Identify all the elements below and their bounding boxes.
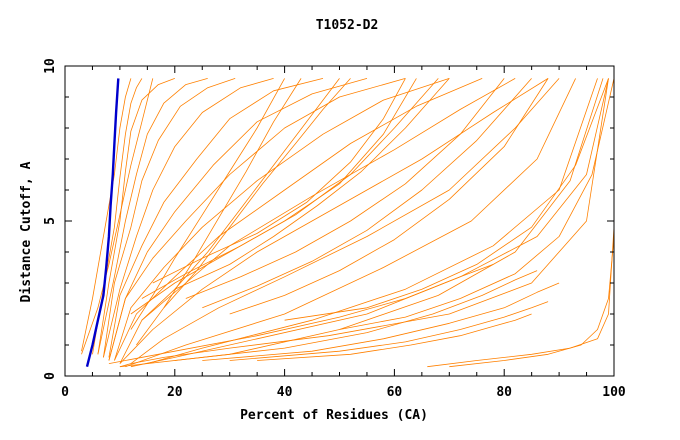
y-tick-label: 5 — [43, 217, 58, 225]
model-curve — [119, 78, 604, 368]
x-tick-label: 20 — [167, 385, 183, 400]
model-curve — [108, 78, 324, 358]
model-curve — [130, 78, 285, 330]
model-curve — [97, 78, 175, 355]
model-curve — [108, 78, 406, 361]
model-curve — [119, 78, 549, 364]
model-curve — [174, 270, 538, 361]
model-curve — [147, 78, 598, 364]
model-curve — [103, 78, 236, 358]
model-curve — [108, 264, 494, 364]
model-curve — [284, 78, 609, 321]
model-curve — [119, 78, 516, 364]
x-tick-label: 40 — [277, 385, 293, 400]
model-curve — [339, 78, 615, 330]
model-curve — [141, 78, 340, 321]
chart-title: T1052-D2 — [316, 18, 379, 33]
x-tick-label: 0 — [61, 385, 69, 400]
y-tick-label: 0 — [43, 372, 58, 380]
model-curve — [449, 236, 615, 368]
x-tick-label: 80 — [496, 385, 512, 400]
x-tick-label: 60 — [387, 385, 403, 400]
model-curve — [97, 78, 208, 355]
model-curve — [119, 78, 609, 368]
x-axis-label: Percent of Residues (CA) — [240, 408, 428, 423]
model-curve — [174, 78, 450, 290]
highlight-curve — [85, 78, 120, 367]
model-curve — [81, 78, 132, 352]
x-tick-label: 100 — [602, 385, 626, 400]
axis-ticks — [64, 65, 615, 377]
plot-lines — [81, 78, 615, 368]
model-curve — [229, 301, 549, 361]
model-curve — [108, 78, 368, 361]
model-curve — [202, 78, 532, 309]
model-curve — [103, 78, 274, 358]
model-curve — [114, 78, 450, 361]
model-curve — [257, 313, 532, 361]
y-axis-label: Distance Cutoff, A — [19, 161, 34, 302]
model-curve — [163, 78, 351, 309]
model-curve — [427, 227, 615, 368]
model-curve — [202, 282, 560, 361]
tick-labels: 0 20 40 60 80 100 0 5 10 — [43, 58, 626, 400]
y-tick-label: 10 — [43, 58, 58, 74]
model-curve — [136, 78, 302, 346]
model-curve — [81, 78, 154, 355]
model-curve — [185, 78, 505, 299]
model-curve — [229, 78, 549, 315]
model-curve — [130, 78, 560, 364]
model-curve — [125, 78, 576, 368]
model-curve — [114, 78, 483, 361]
model-curve — [141, 78, 439, 299]
